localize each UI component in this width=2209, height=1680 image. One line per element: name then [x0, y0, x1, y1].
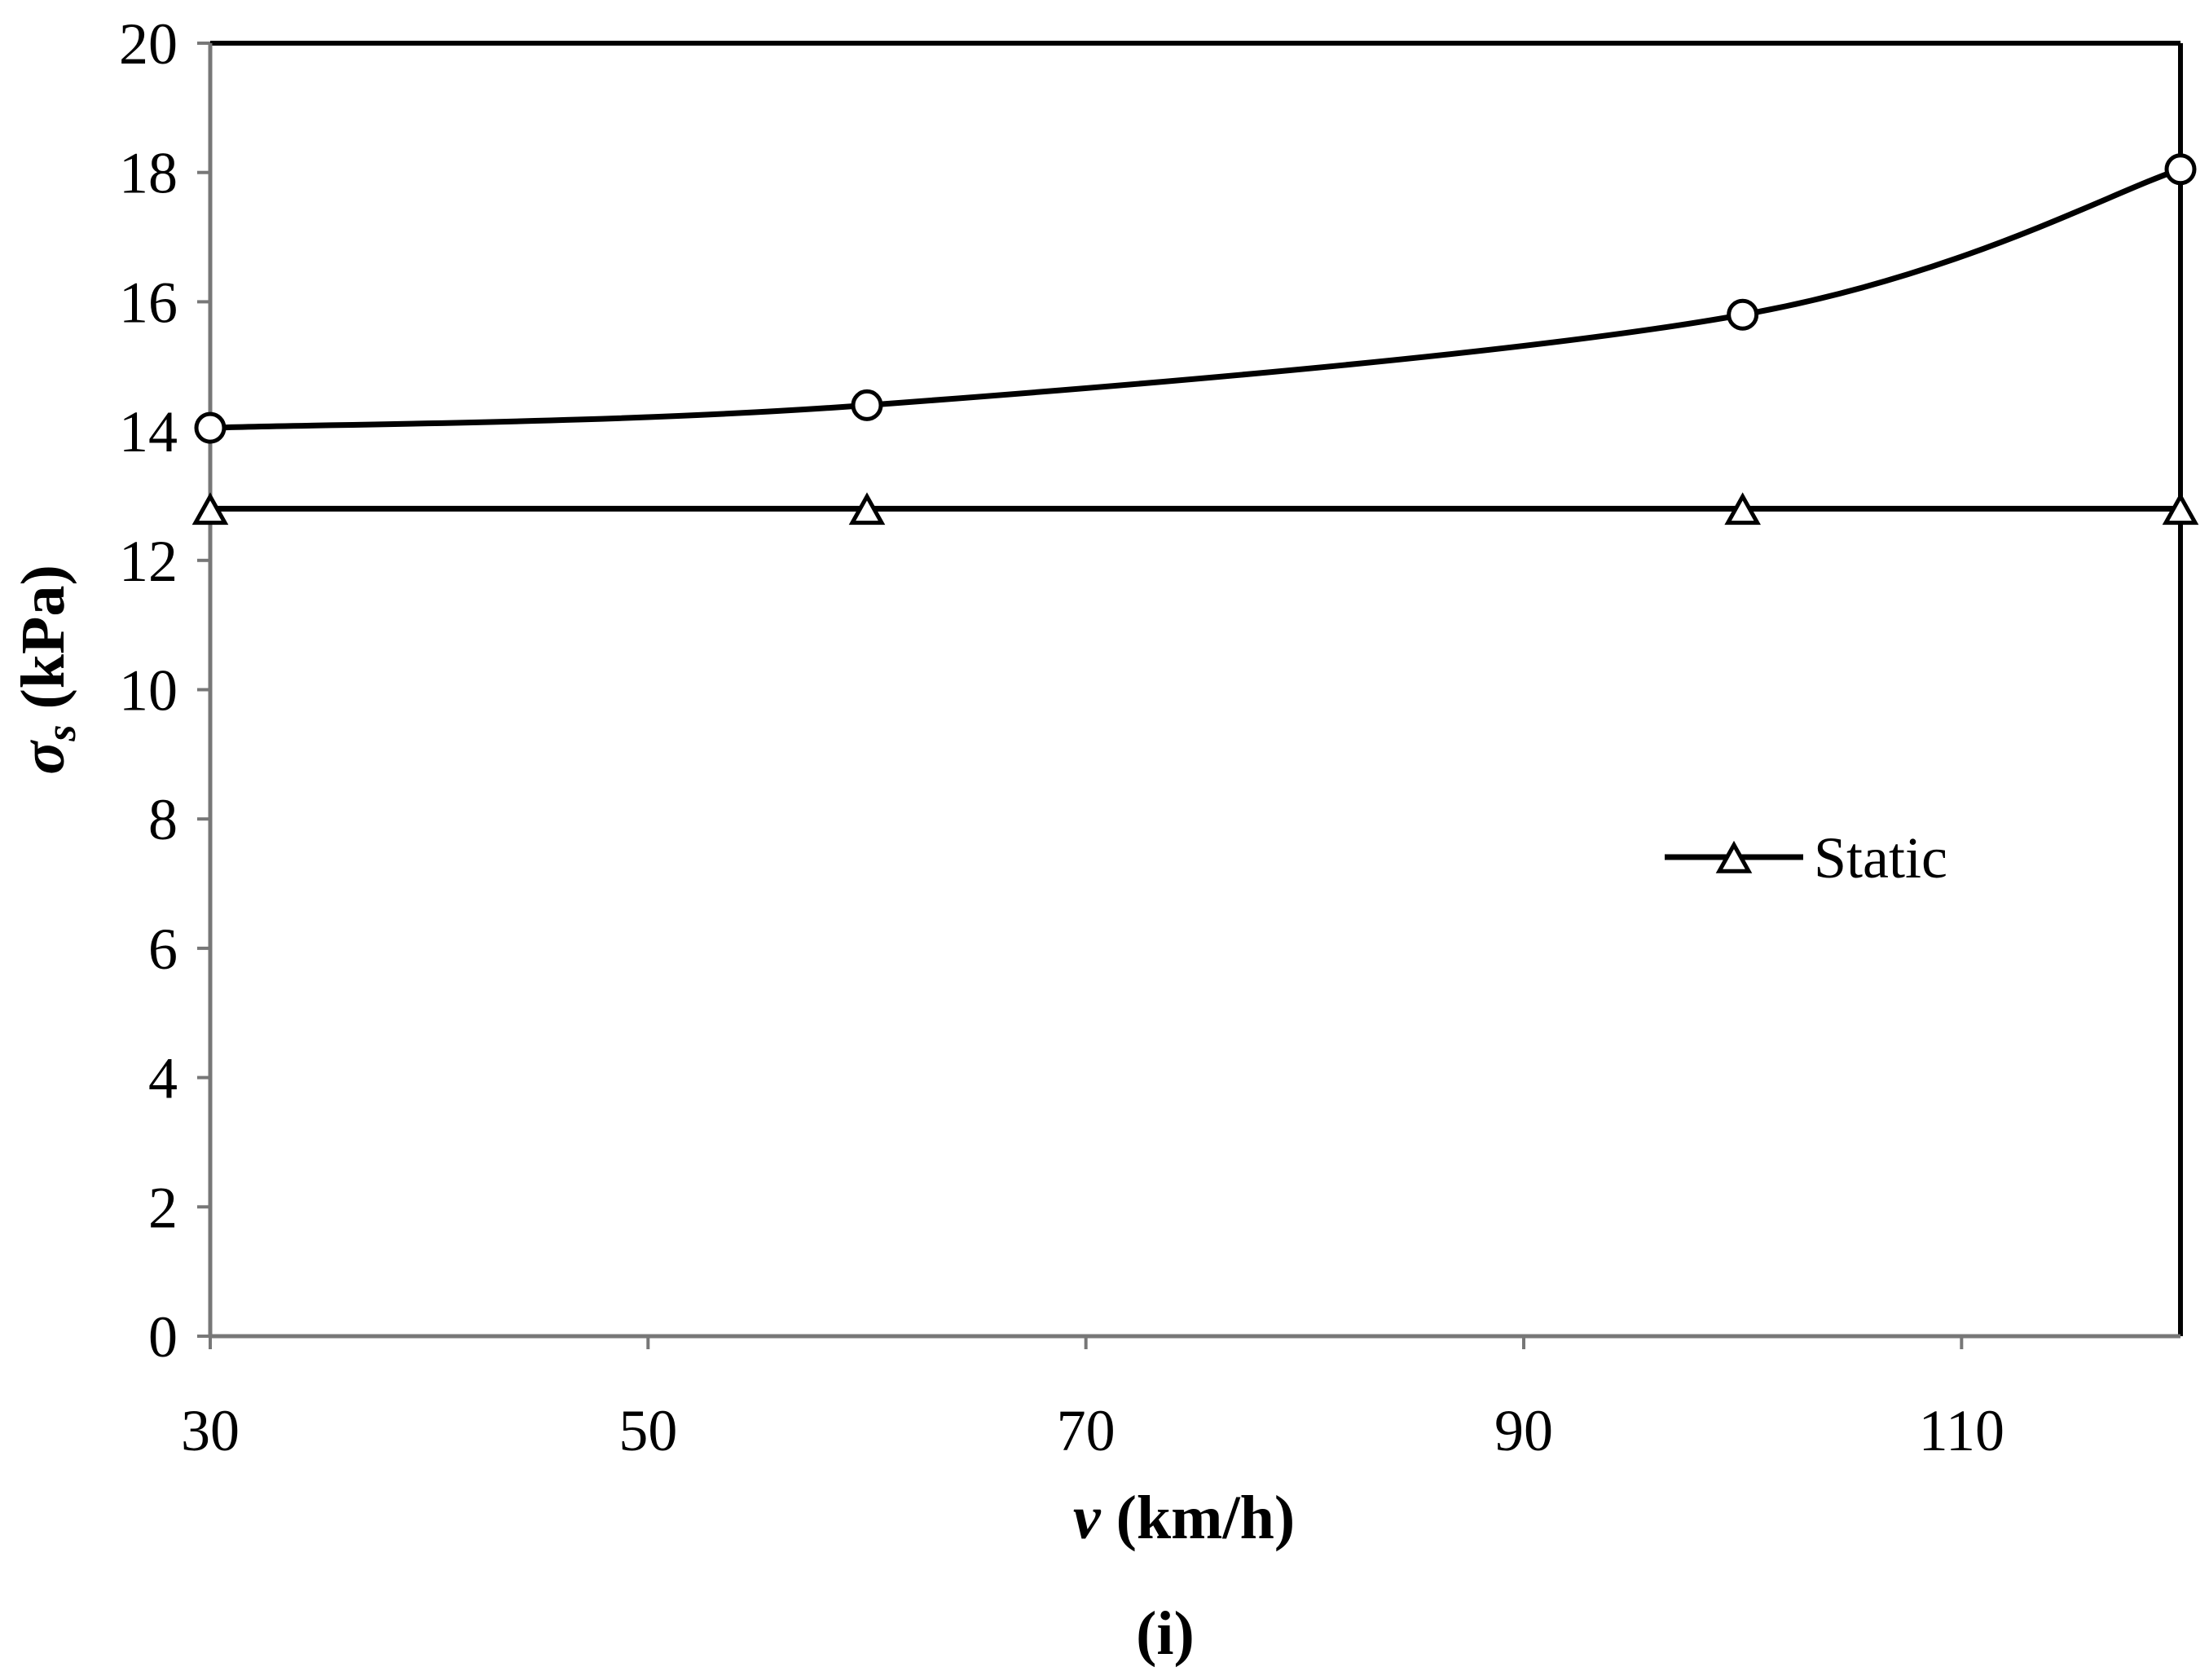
x-axis-unit: (km/h)	[1101, 1484, 1296, 1552]
y-tick-label: 20	[119, 11, 178, 77]
series-dynamic	[194, 153, 2197, 444]
x-axis-ticks: 30 50 70 90 110	[181, 1336, 2004, 1463]
x-tick-label: 110	[1919, 1398, 2004, 1463]
y-axis-subscript: s	[38, 725, 85, 742]
y-tick-label: 8	[148, 787, 178, 852]
y-tick-label: 16	[119, 270, 178, 335]
y-tick-label: 2	[148, 1175, 178, 1240]
y-axis-title: σs (kPa)	[9, 565, 85, 775]
y-tick-label: 4	[148, 1046, 178, 1111]
y-tick-label: 6	[148, 917, 178, 982]
legend: Static	[1665, 825, 1947, 891]
legend-triangle-marker	[1715, 840, 1753, 873]
y-tick-label: 10	[119, 658, 178, 723]
plot-frame	[208, 41, 2183, 1339]
triangle-marker	[848, 492, 886, 526]
x-axis-variable: v	[1073, 1484, 1102, 1552]
y-axis-unit: (kPa)	[9, 565, 77, 724]
y-tick-label: 14	[119, 399, 178, 464]
circle-marker	[2164, 153, 2197, 186]
x-tick-label: 50	[618, 1398, 677, 1463]
legend-label: Static	[1814, 825, 1947, 891]
x-tick-label: 30	[181, 1398, 240, 1463]
triangle-marker	[191, 492, 229, 526]
circle-marker	[1727, 298, 1759, 331]
y-tick-label: 18	[119, 141, 178, 206]
circle-marker	[194, 411, 227, 444]
y-tick-label: 12	[119, 529, 178, 594]
triangle-marker	[1724, 492, 1761, 526]
x-tick-label: 90	[1494, 1398, 1553, 1463]
x-axis-title: v (km/h)	[1073, 1484, 1295, 1552]
x-tick-label: 70	[1057, 1398, 1116, 1463]
figure-caption: (i)	[1136, 1599, 1195, 1668]
y-tick-label: 0	[148, 1304, 178, 1370]
series-line	[209, 166, 2182, 431]
circle-marker	[851, 389, 883, 421]
y-axis-ticks: 0 2 4 6 8 10 12 14 16 18 20	[119, 11, 210, 1370]
triangle-marker	[2162, 492, 2199, 526]
y-axis-variable: σ	[9, 740, 77, 775]
series-static	[191, 492, 2199, 526]
series-layer	[191, 153, 2199, 526]
